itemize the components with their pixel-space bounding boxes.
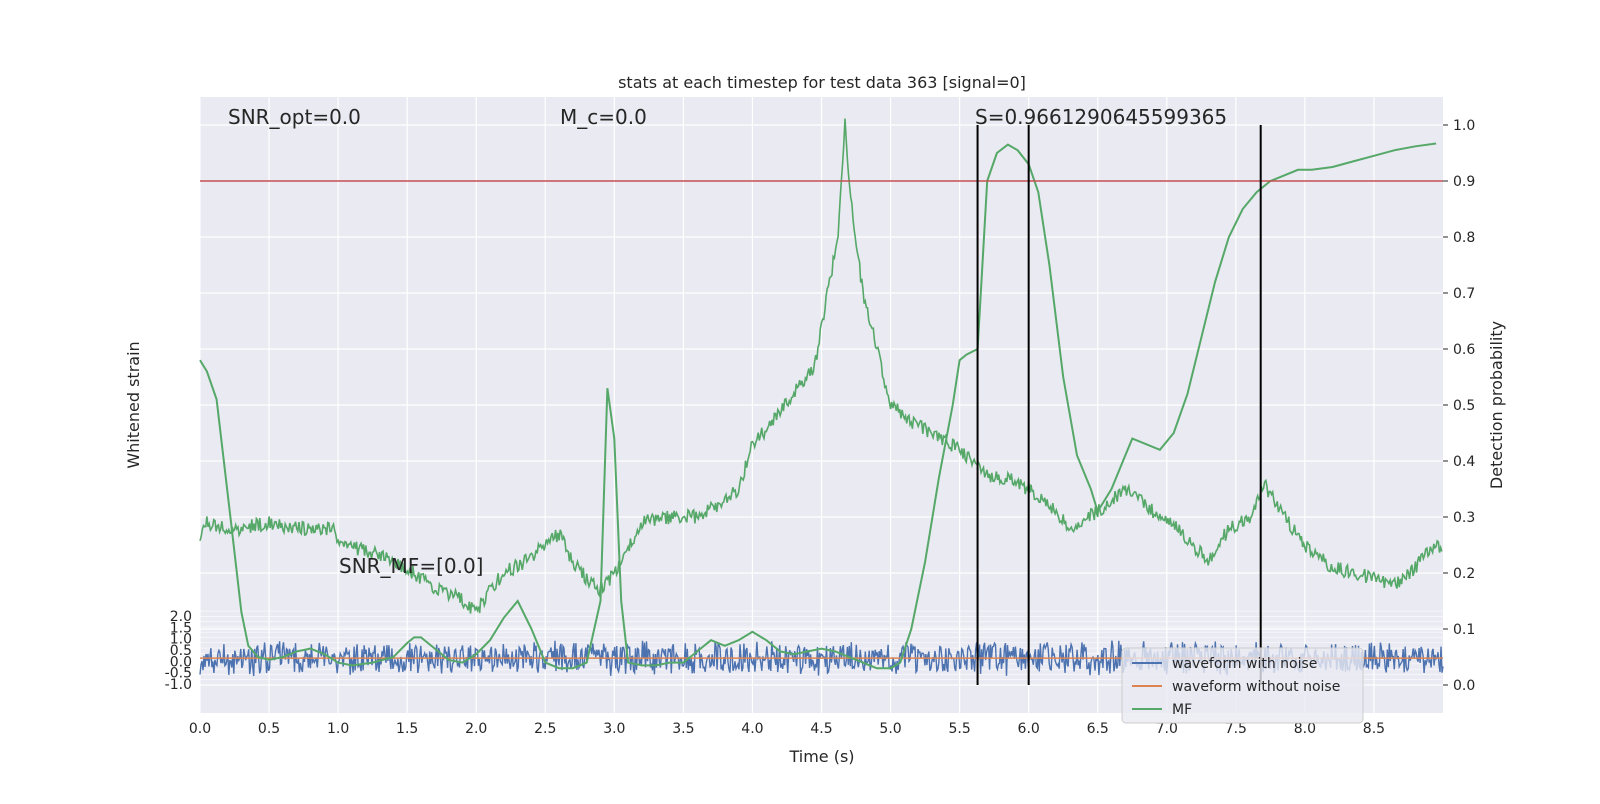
mc-annotation: M_c=0.0 [560,105,647,129]
legend-label-waveform-with-noise: waveform with noise [1172,656,1317,672]
y-right-tick-label: 0.6 [1453,342,1475,358]
snr-mf-annotation: SNR_MF=[0.0] [339,554,483,578]
legend: waveform with noise waveform without noi… [1121,647,1364,724]
y-right-tick-label: 0.8 [1453,230,1475,246]
x-tick-label: 6.5 [1087,721,1109,737]
y-left-tick-label: 1.5 [170,620,192,636]
x-tick-label: 2.0 [465,721,487,737]
x-tick-label: 0.0 [189,721,211,737]
y-axis-label-left: Whitened strain [124,341,143,468]
x-tick-label: 5.5 [948,721,970,737]
legend-label-mf: MF [1172,702,1192,718]
y-right-tick-label: 0.2 [1453,566,1475,582]
y-axis-label-right: Detection probability [1487,321,1506,489]
y-right-tick-label: 0.5 [1453,398,1475,414]
x-tick-label: 8.5 [1363,721,1385,737]
x-tick-label: 1.0 [327,721,349,737]
x-tick-label: 7.5 [1225,721,1247,737]
y-left-tick-label: 0.5 [170,643,192,659]
y-right-tick-label: 0.4 [1453,454,1475,470]
x-tick-label: 3.5 [672,721,694,737]
y-left-tick-label: 0.0 [170,654,192,670]
y-right-tick-label: 0.0 [1453,678,1475,694]
y-right-tick-label: 0.1 [1453,622,1475,638]
x-tick-label: 3.0 [603,721,625,737]
mf-line [199,142,1437,670]
x-tick-label: 0.5 [258,721,280,737]
x-tick-label: 8.0 [1294,721,1316,737]
detection-probability-line [199,118,1443,614]
y-left-tick-label: 2.0 [170,609,192,625]
y-right-tick-label: 0.3 [1453,510,1475,526]
chart-title: stats at each timestep for test data 363… [618,73,1026,92]
x-tick-label: 6.0 [1018,721,1040,737]
x-tick-label: 7.0 [1156,721,1178,737]
legend-box [1121,647,1364,724]
tick-labels: 0.0 0.5 1.0 1.5 2.0 2.5 3.0 3.5 4.0 4.5 5.0 5.5 6.0 6… [189,118,1475,737]
y-right-tick-label: 1.0 [1453,118,1475,134]
y-left-tick-label: -1.0 [165,677,192,693]
y-right-tick-label: 0.9 [1453,174,1475,190]
y-left-tick-label: -0.5 [165,666,192,682]
snr-opt-annotation: SNR_opt=0.0 [228,105,361,129]
x-tick-label: 1.5 [396,721,418,737]
x-tick-label: 4.0 [741,721,763,737]
y-left-tick-label: 1.0 [170,632,192,648]
x-tick-label: 5.0 [879,721,901,737]
s-value-annotation: S=0.9661290645599365 [975,105,1227,129]
legend-label-waveform-without-noise: waveform without noise [1172,679,1340,695]
y-right-tick-label: 0.7 [1453,286,1475,302]
x-axis-label: Time (s) [788,747,854,766]
x-tick-label: 2.5 [534,721,556,737]
x-tick-label: 4.5 [810,721,832,737]
